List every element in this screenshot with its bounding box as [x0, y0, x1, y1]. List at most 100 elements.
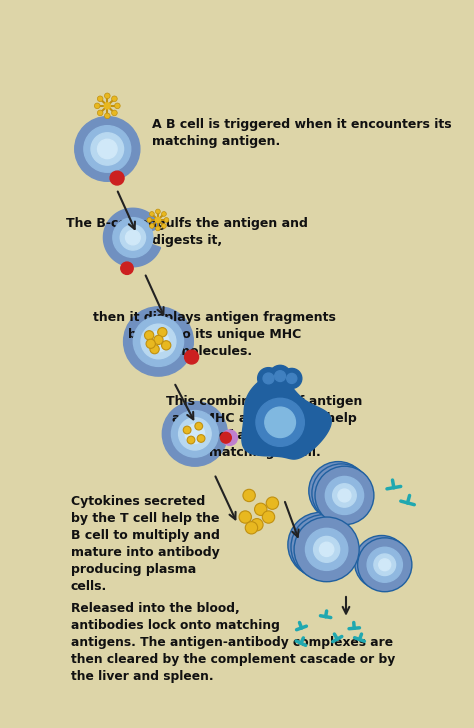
Circle shape: [115, 103, 120, 108]
Circle shape: [305, 529, 348, 570]
Circle shape: [355, 536, 409, 590]
Circle shape: [172, 411, 219, 457]
Circle shape: [124, 306, 193, 376]
Circle shape: [141, 324, 176, 359]
Circle shape: [327, 479, 350, 502]
Circle shape: [162, 341, 171, 350]
Circle shape: [312, 464, 371, 523]
Circle shape: [220, 432, 231, 443]
Circle shape: [322, 474, 361, 513]
Circle shape: [371, 552, 392, 573]
Circle shape: [302, 526, 345, 568]
Circle shape: [179, 418, 211, 450]
Circle shape: [97, 110, 103, 116]
Circle shape: [258, 368, 279, 389]
Circle shape: [145, 331, 154, 340]
Circle shape: [338, 489, 351, 502]
Circle shape: [187, 436, 195, 444]
Circle shape: [335, 487, 348, 499]
Circle shape: [315, 466, 374, 525]
Circle shape: [110, 171, 124, 185]
Circle shape: [266, 497, 279, 510]
Circle shape: [364, 545, 399, 580]
Circle shape: [133, 317, 183, 366]
Text: A B cell is triggered when it encounters its
matching antigen.: A B cell is triggered when it encounters…: [152, 118, 452, 149]
Circle shape: [245, 522, 258, 534]
Text: This combination of antigen
and MHC attracts the help
of a  mature,
matching T c: This combination of antigen and MHC attr…: [166, 395, 363, 459]
Circle shape: [91, 132, 124, 165]
Circle shape: [120, 225, 146, 250]
Circle shape: [256, 398, 304, 446]
Circle shape: [291, 515, 356, 579]
Circle shape: [263, 373, 274, 384]
Circle shape: [325, 476, 364, 515]
Circle shape: [84, 126, 131, 173]
Circle shape: [195, 422, 202, 430]
Circle shape: [98, 139, 117, 159]
Circle shape: [314, 537, 340, 562]
Circle shape: [121, 262, 133, 274]
Circle shape: [155, 226, 160, 231]
Circle shape: [294, 517, 359, 582]
Circle shape: [310, 534, 337, 560]
Circle shape: [376, 556, 388, 569]
Circle shape: [316, 540, 331, 554]
Circle shape: [162, 402, 228, 466]
Polygon shape: [242, 376, 331, 459]
Circle shape: [162, 212, 166, 216]
Circle shape: [104, 113, 110, 119]
Circle shape: [275, 371, 285, 381]
Circle shape: [149, 223, 154, 229]
Circle shape: [162, 223, 166, 229]
Circle shape: [299, 523, 342, 566]
Circle shape: [255, 503, 267, 515]
Circle shape: [374, 554, 396, 576]
Text: Cytokines secreted
by the T cell help the
B cell to multiply and
mature into ant: Cytokines secreted by the T cell help th…: [71, 496, 220, 593]
Circle shape: [367, 547, 402, 582]
Circle shape: [185, 424, 205, 443]
Circle shape: [94, 103, 100, 108]
Circle shape: [265, 407, 295, 438]
Circle shape: [111, 96, 117, 102]
Circle shape: [313, 537, 328, 552]
Circle shape: [262, 511, 275, 523]
Circle shape: [222, 430, 237, 446]
Circle shape: [104, 103, 110, 109]
Circle shape: [75, 116, 140, 181]
Circle shape: [149, 212, 154, 216]
Circle shape: [308, 532, 333, 558]
Text: then it displays antigen fragments
bound to its unique MHC
molecules.: then it displays antigen fragments bound…: [93, 311, 336, 357]
Circle shape: [319, 542, 334, 556]
Circle shape: [164, 218, 169, 222]
Circle shape: [379, 559, 391, 571]
Circle shape: [239, 511, 251, 523]
Circle shape: [332, 484, 345, 497]
Circle shape: [251, 518, 263, 531]
Circle shape: [111, 110, 117, 116]
Circle shape: [288, 513, 353, 577]
Circle shape: [150, 344, 159, 354]
Circle shape: [243, 489, 255, 502]
Circle shape: [329, 481, 353, 505]
Circle shape: [158, 328, 167, 337]
Circle shape: [183, 426, 191, 434]
Circle shape: [113, 218, 153, 258]
Circle shape: [269, 365, 291, 387]
Circle shape: [184, 350, 199, 364]
Circle shape: [97, 96, 103, 102]
Text: Released into the blood,
antibodies lock onto matching
antigens. The antigen-ant: Released into the blood, antibodies lock…: [71, 602, 395, 683]
Circle shape: [197, 435, 205, 443]
Text: The B-cell engulfs the antigen and
digests it,: The B-cell engulfs the antigen and diges…: [66, 217, 308, 247]
Circle shape: [147, 218, 152, 222]
Circle shape: [148, 331, 169, 352]
Circle shape: [282, 368, 302, 389]
Circle shape: [154, 336, 163, 344]
Circle shape: [287, 373, 297, 384]
Circle shape: [155, 209, 160, 214]
Circle shape: [126, 230, 140, 245]
Circle shape: [104, 93, 110, 98]
Circle shape: [146, 339, 155, 349]
Circle shape: [319, 472, 357, 510]
Circle shape: [155, 218, 161, 223]
Circle shape: [333, 484, 356, 507]
